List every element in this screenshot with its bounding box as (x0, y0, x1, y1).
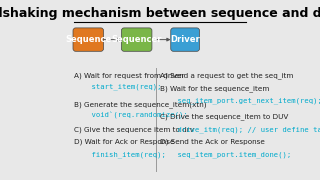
Text: B) Generate the sequence_item(xtn): B) Generate the sequence_item(xtn) (74, 101, 206, 108)
Text: Driver: Driver (170, 35, 200, 44)
FancyBboxPatch shape (73, 28, 103, 51)
FancyBboxPatch shape (171, 28, 199, 51)
Text: seq_item_port.get_next_item(req);: seq_item_port.get_next_item(req); (160, 98, 320, 104)
Text: Sequencer: Sequencer (111, 35, 162, 44)
Text: A) Send a request to get the seq_itm: A) Send a request to get the seq_itm (160, 72, 293, 79)
Text: Handshaking mechanism between sequence and driver: Handshaking mechanism between sequence a… (0, 7, 320, 20)
Text: A) Wait for request from driver: A) Wait for request from driver (74, 72, 185, 79)
Text: Sequence: Sequence (65, 35, 111, 44)
Text: B) Wait for the sequence_item: B) Wait for the sequence_item (160, 85, 269, 92)
Text: seq_item_port.item_done();: seq_item_port.item_done(); (160, 152, 291, 158)
Text: start_item(req);: start_item(req); (74, 83, 161, 90)
Text: finish_item(req);: finish_item(req); (74, 152, 166, 158)
Text: C) Drive the sequence_item to DUV: C) Drive the sequence_item to DUV (160, 114, 288, 120)
FancyBboxPatch shape (121, 28, 152, 51)
Text: D) Send the Ack or Response: D) Send the Ack or Response (160, 139, 265, 145)
Text: C) Give the sequence item to drv: C) Give the sequence item to drv (74, 126, 194, 133)
Text: void`(req.randomize();: void`(req.randomize(); (74, 112, 188, 119)
Text: drive_itm(req); // user define task: drive_itm(req); // user define task (160, 126, 320, 133)
Text: D) Wait for Ack or Response: D) Wait for Ack or Response (74, 139, 174, 145)
